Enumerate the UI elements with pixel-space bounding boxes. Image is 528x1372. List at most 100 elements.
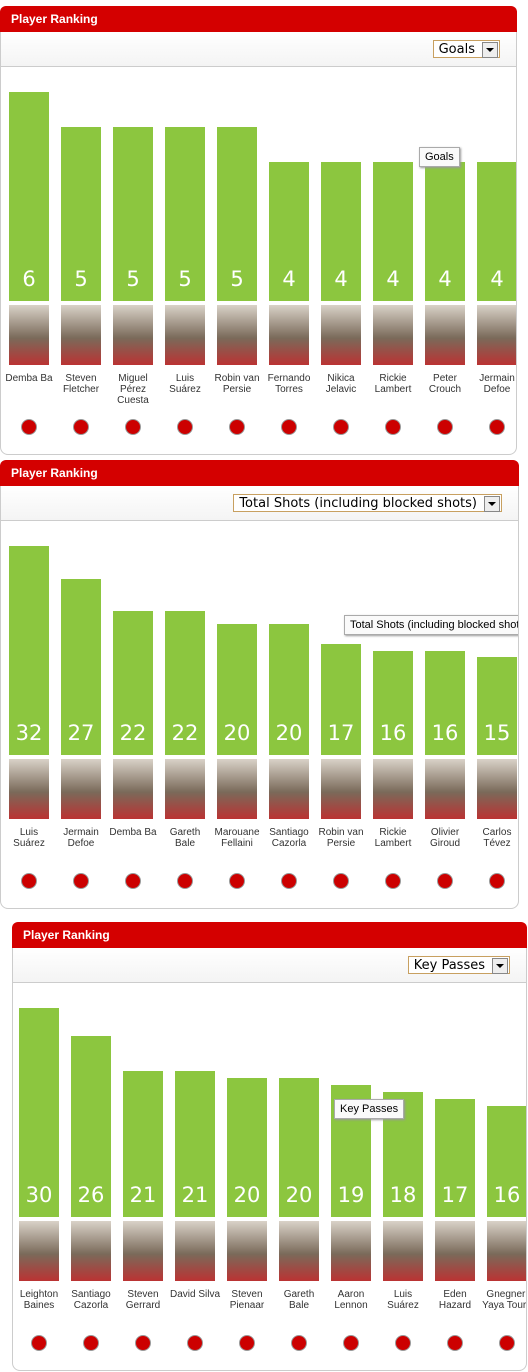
value-label: 4 <box>282 267 296 291</box>
club-logo <box>385 419 401 435</box>
club-logo <box>239 1335 255 1351</box>
player-name: Steven Fletcher <box>62 373 100 395</box>
player-name: Gareth Bale <box>169 827 201 849</box>
club-logo <box>73 873 89 889</box>
value-label: 4 <box>386 267 400 291</box>
stat-dropdown[interactable]: Total Shots (including blocked shots) <box>233 494 502 512</box>
player-name: Santiago Cazorla <box>71 1289 111 1311</box>
player-photo <box>9 759 49 819</box>
panel-header: Player Ranking <box>0 6 517 32</box>
value-label: 32 <box>15 721 43 745</box>
player-photo <box>71 1221 111 1281</box>
value-label: 5 <box>230 267 244 291</box>
player-photo <box>321 759 361 819</box>
player-photo <box>373 759 413 819</box>
player-name: Carlos Tévez <box>482 827 512 849</box>
player-name: Leighton Baines <box>19 1289 59 1311</box>
value-label: 5 <box>126 267 140 291</box>
player-photo <box>165 305 205 365</box>
bar <box>61 578 101 755</box>
player-photo <box>435 1221 475 1281</box>
bar <box>71 1035 111 1217</box>
club-logo <box>281 419 297 435</box>
bar <box>217 624 257 755</box>
player-name: David Silva <box>169 1289 221 1300</box>
player-name: Peter Crouch <box>428 373 462 395</box>
stat-dropdown[interactable]: Key Passes <box>407 956 510 974</box>
player-name: Demba Ba <box>5 373 53 384</box>
player-photo <box>373 305 413 365</box>
bar <box>425 161 465 301</box>
bar <box>9 546 49 755</box>
player-name: Marouane Fellaini <box>214 827 260 849</box>
club-logo <box>343 1335 359 1351</box>
club-logo <box>21 873 37 889</box>
player-photo <box>321 305 361 365</box>
bar <box>477 161 516 301</box>
tooltip: Goals <box>419 147 460 167</box>
club-logo <box>333 873 349 889</box>
club-logo <box>489 873 505 889</box>
club-logo <box>125 873 141 889</box>
chart-area: 6 Demba Ba 5 Steven Fletcher 5 Miguel Pérez C… <box>0 66 517 455</box>
bar <box>373 650 413 755</box>
bar <box>19 1008 59 1217</box>
club-logo <box>73 419 89 435</box>
club-logo <box>395 1335 411 1351</box>
player-name: Aaron Lennon <box>334 1289 368 1311</box>
club-logo <box>177 419 193 435</box>
player-photo <box>279 1221 319 1281</box>
player-name: Steven Gerrard <box>125 1289 161 1311</box>
value-label: 15 <box>483 721 511 745</box>
ranking-panel: Player Ranking Total Shots (including blo… <box>0 460 519 909</box>
player-photo <box>425 759 465 819</box>
value-label: 30 <box>25 1183 53 1207</box>
selector-row: Key Passes <box>12 948 527 982</box>
bar <box>113 611 153 755</box>
club-logo <box>333 419 349 435</box>
player-name: Steven Pienaar <box>229 1289 265 1311</box>
player-name: Luis Suárez <box>387 1289 419 1311</box>
player-name: Gareth Bale <box>283 1289 315 1311</box>
stat-dropdown[interactable]: Goals <box>432 40 500 58</box>
player-name: Gnegneri Yaya Touré <box>482 1289 527 1311</box>
player-name: Santiago Cazorla <box>269 827 309 849</box>
dropdown-arrow[interactable] <box>496 964 504 968</box>
club-logo <box>385 873 401 889</box>
dropdown-arrow[interactable] <box>488 502 496 506</box>
player-name: Jermain Defoe <box>479 373 515 395</box>
selector-row: Total Shots (including blocked shots) <box>0 486 519 520</box>
player-name: Robin van Persie <box>214 373 260 395</box>
value-label: 21 <box>181 1183 209 1207</box>
club-logo <box>437 419 453 435</box>
player-photo <box>477 759 517 819</box>
value-label: 18 <box>389 1183 417 1207</box>
bar <box>435 1098 475 1217</box>
value-label: 5 <box>74 267 88 291</box>
value-label: 16 <box>493 1183 521 1207</box>
player-photo <box>113 305 153 365</box>
chart-area: 32 Luis Suárez 27 Jermain Defoe 22 Demba Ba 22… <box>0 520 519 909</box>
club-logo <box>229 873 245 889</box>
player-photo <box>113 759 153 819</box>
dropdown-arrow[interactable] <box>486 48 494 52</box>
player-photo <box>383 1221 423 1281</box>
bar <box>373 161 413 301</box>
club-logo <box>177 873 193 889</box>
bar <box>279 1077 319 1217</box>
value-label: 4 <box>438 267 452 291</box>
player-name: Jermain Defoe <box>63 827 99 849</box>
bar <box>113 126 153 301</box>
player-photo <box>61 305 101 365</box>
panel-header: Player Ranking <box>12 922 527 948</box>
ranking-panel: Player Ranking Key Passes 30 Leighton Baine… <box>12 922 527 1371</box>
bar <box>269 624 309 755</box>
player-photo <box>331 1221 371 1281</box>
player-name: Rickie Lambert <box>374 373 412 395</box>
value-label: 19 <box>337 1183 365 1207</box>
ranking-panel: Player Ranking Goals 6 Demba Ba 5 Steven Flet… <box>0 6 517 455</box>
player-name: Robin van Persie <box>318 827 364 849</box>
value-label: 22 <box>119 721 147 745</box>
bar <box>61 126 101 301</box>
